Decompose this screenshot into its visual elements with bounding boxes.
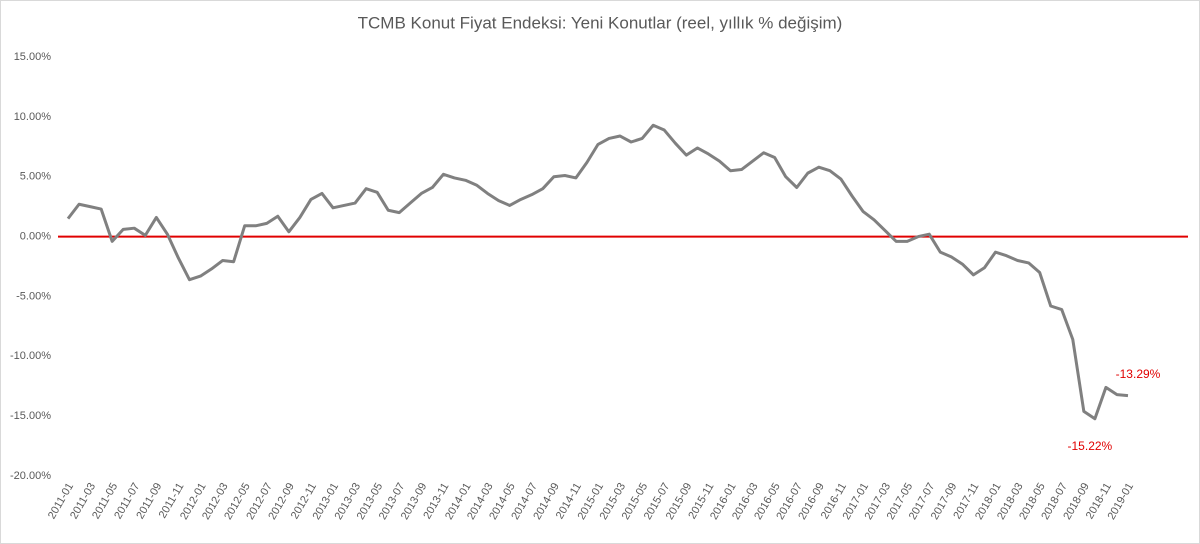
data-label: -13.29% [1116, 367, 1161, 381]
data-line [66, 123, 1129, 421]
chart-title: TCMB Konut Fiyat Endeksi: Yeni Konutlar … [358, 13, 843, 32]
y-tick-label: -20.00% [10, 470, 51, 482]
y-tick-label: -5.00% [16, 290, 51, 302]
data-label: -15.22% [1068, 439, 1113, 453]
y-tick-label: -15.00% [10, 410, 51, 422]
y-tick-label: 5.00% [20, 171, 51, 183]
y-tick-label: -10.00% [10, 350, 51, 362]
y-tick-label: 15.00% [14, 51, 52, 63]
y-tick-label: 0.00% [20, 230, 51, 242]
y-tick-label: 10.00% [14, 111, 52, 123]
